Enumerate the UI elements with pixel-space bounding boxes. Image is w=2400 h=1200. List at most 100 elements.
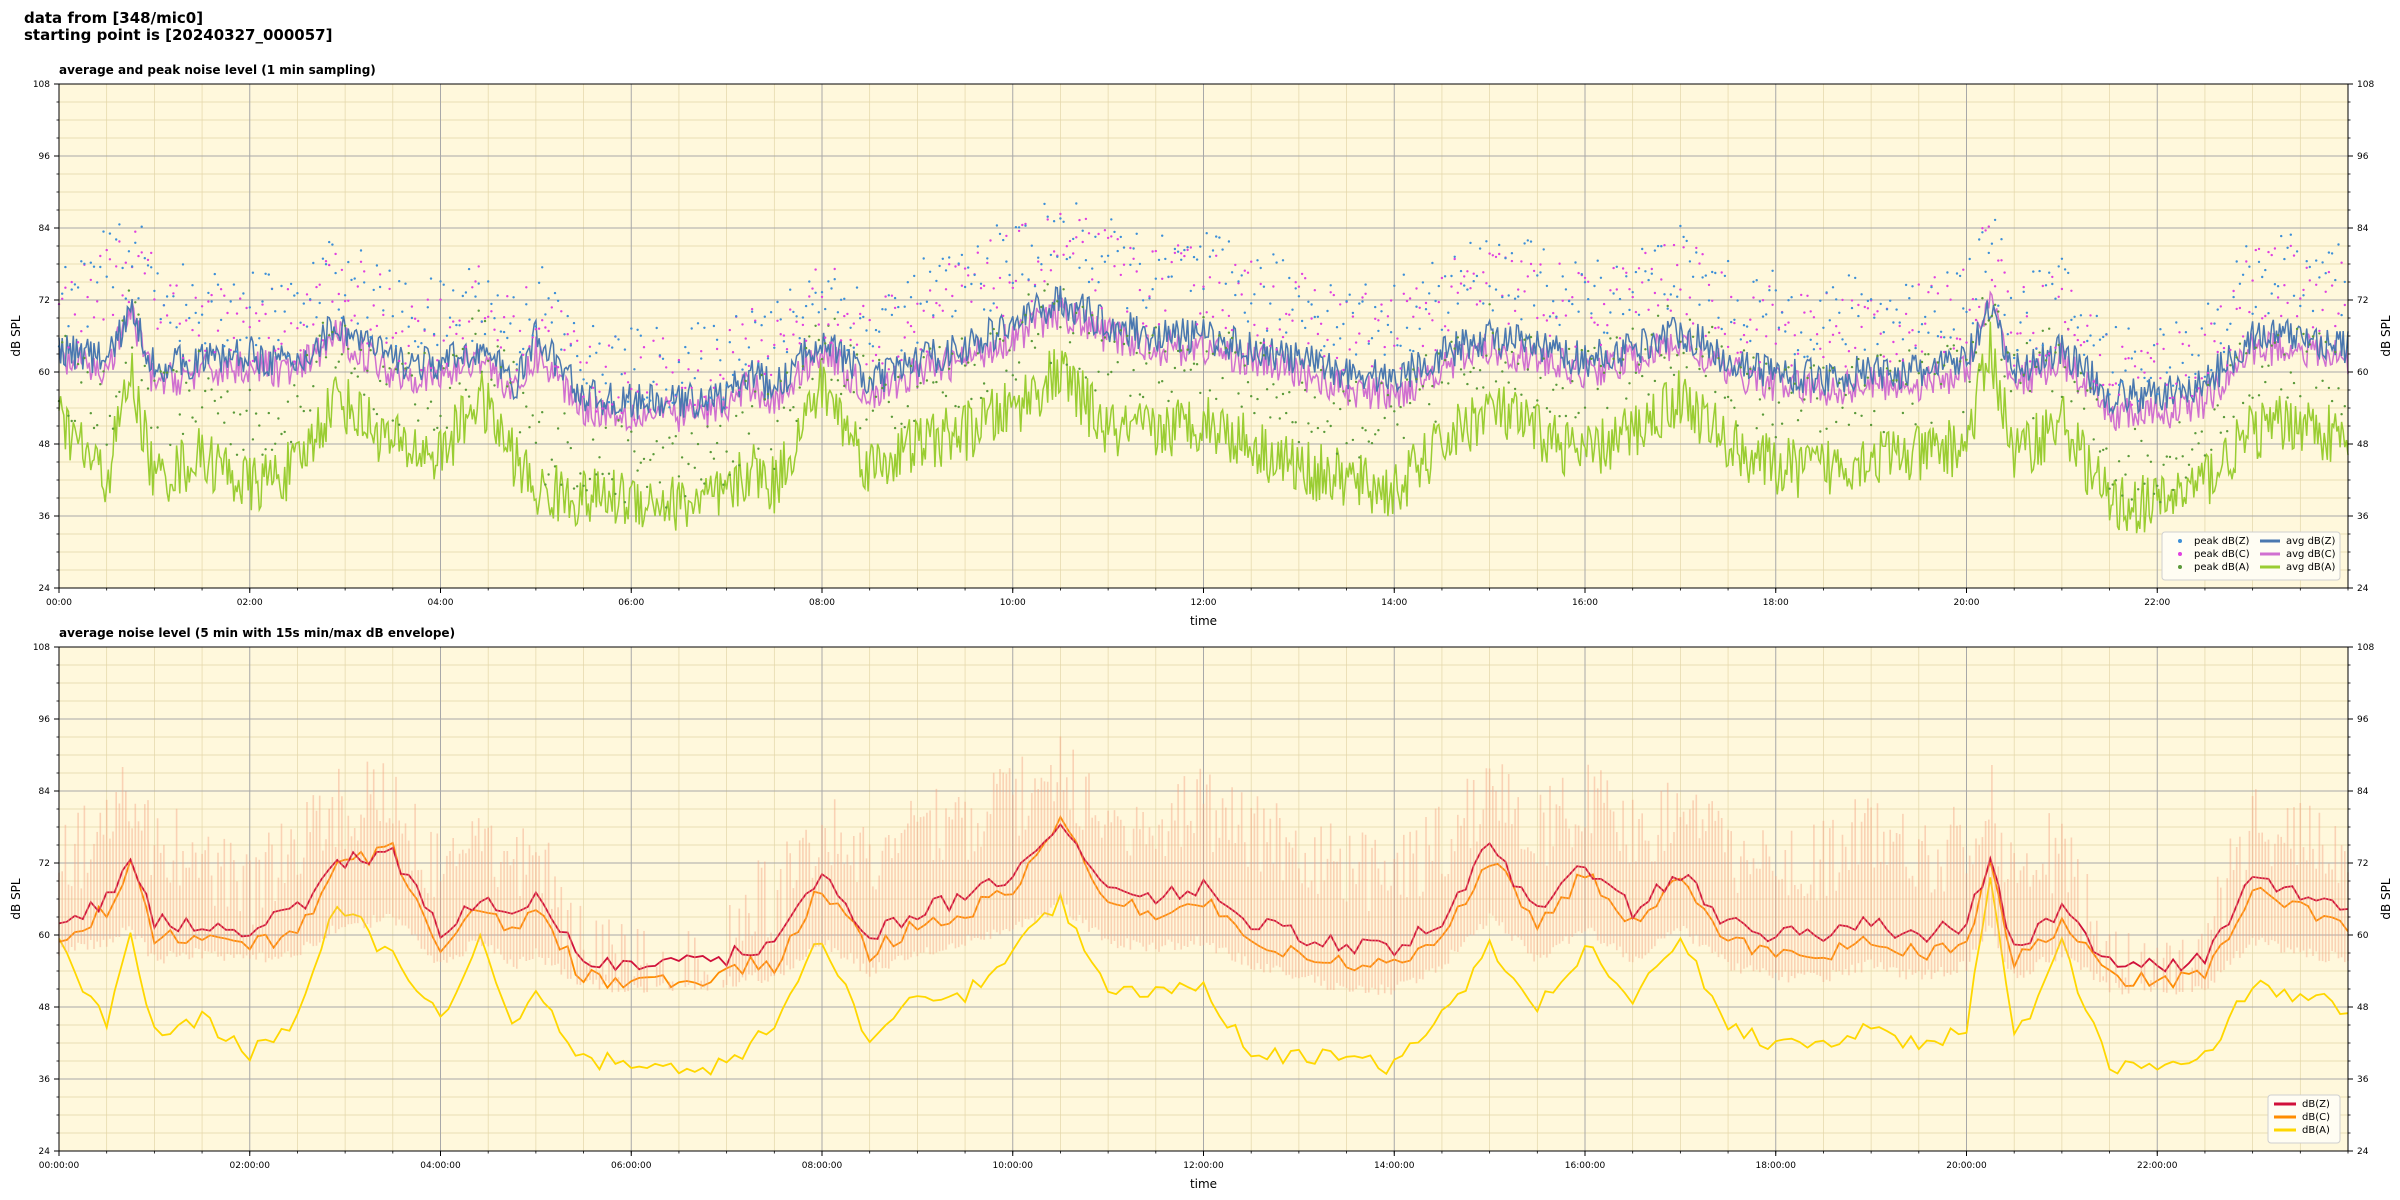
scatter-point (2171, 396, 2175, 399)
scatter-point (181, 356, 185, 360)
scatter-point (2000, 238, 2003, 241)
scatter-point (1914, 346, 1917, 350)
scatter-point (1857, 303, 1860, 307)
scatter-point (1548, 410, 1552, 413)
scatter-point (1876, 342, 1879, 346)
scatter-point (690, 432, 693, 435)
scatter-point (1380, 381, 1383, 385)
scatter-point (1574, 261, 1577, 264)
scatter-point (2143, 371, 2146, 374)
scatter-point (2206, 371, 2210, 375)
scatter-point (2130, 357, 2133, 360)
scatter-point (1901, 411, 1905, 415)
scatter-point (2006, 351, 2010, 354)
scatter-point (658, 481, 662, 484)
scatter-point (617, 338, 620, 341)
scatter-point (2241, 401, 2245, 405)
scatter-point (1316, 332, 1320, 336)
scatter-point (2264, 380, 2267, 384)
scatter-point (550, 306, 553, 309)
scatter-point (235, 312, 239, 315)
scatter-point (808, 295, 811, 298)
scatter-point (156, 327, 159, 330)
scatter-point (2108, 393, 2111, 396)
panel2-xtick-label: 20:00:00 (1946, 1161, 1987, 1171)
scatter-point (1676, 295, 1679, 298)
scatter-point (452, 353, 455, 357)
scatter-point (649, 399, 652, 402)
scatter-point (204, 389, 207, 393)
scatter-point (874, 328, 878, 332)
scatter-point (817, 323, 820, 326)
scatter-point (843, 297, 846, 300)
scatter-point (1475, 387, 1479, 390)
scatter-point (2280, 234, 2283, 238)
scatter-point (1459, 368, 1463, 371)
scatter-point (801, 316, 805, 319)
scatter-point (1730, 320, 1733, 324)
scatter-point (420, 368, 423, 372)
scatter-point (576, 354, 579, 358)
scatter-point (1997, 259, 2000, 262)
scatter-point (1990, 242, 1994, 245)
scatter-point (67, 325, 70, 328)
scatter-point (264, 272, 267, 275)
scatter-point (2140, 368, 2143, 371)
scatter-point (2019, 332, 2022, 335)
scatter-point (1161, 277, 1164, 280)
scatter-point (1545, 407, 1549, 410)
scatter-point (1278, 417, 1282, 420)
panel2-xtick-label: 02:00:00 (230, 1161, 271, 1171)
scatter-point (102, 318, 105, 321)
scatter-point (1517, 288, 1520, 291)
scatter-point (1250, 260, 1253, 263)
scatter-point (1784, 330, 1787, 333)
scatter-point (1930, 285, 1933, 289)
scatter-point (2102, 383, 2105, 387)
scatter-point (801, 323, 805, 327)
scatter-point (1262, 285, 1266, 288)
scatter-point (553, 365, 557, 368)
scatter-point (2152, 492, 2156, 495)
scatter-point (1002, 314, 1005, 318)
scatter-point (2261, 365, 2264, 368)
scatter-point (2175, 382, 2178, 385)
scatter-point (1803, 398, 1806, 401)
scatter-point (105, 275, 108, 278)
scatter-point (630, 430, 633, 433)
scatter-point (2140, 349, 2143, 353)
scatter-point (137, 254, 140, 258)
scatter-point (1189, 289, 1193, 293)
scatter-point (232, 283, 236, 286)
scatter-point (1911, 285, 1914, 288)
scatter-point (585, 489, 588, 492)
scatter-point (2108, 487, 2111, 490)
scatter-point (1717, 326, 1720, 329)
scatter-point (1917, 372, 1921, 375)
scatter-point (1059, 217, 1062, 220)
scatter-point (1358, 456, 1361, 459)
scatter-point (1383, 353, 1386, 356)
scatter-point (2117, 393, 2121, 396)
scatter-point (903, 305, 906, 308)
scatter-point (989, 239, 992, 242)
scatter-point (235, 350, 239, 353)
scatter-point (2273, 341, 2277, 344)
scatter-point (1749, 367, 1752, 371)
scatter-point (2283, 257, 2286, 261)
scatter-point (194, 420, 197, 423)
scatter-point (572, 487, 576, 490)
scatter-point (1952, 347, 1956, 350)
scatter-point (1704, 334, 1708, 338)
scatter-point (2013, 364, 2016, 367)
scatter-point (1733, 321, 1736, 325)
scatter-point (795, 419, 798, 423)
scatter-point (2289, 244, 2292, 248)
scatter-point (1072, 237, 1075, 241)
scatter-point (321, 257, 325, 260)
scatter-point (1707, 331, 1711, 334)
scatter-point (1831, 366, 1835, 370)
scatter-point (1924, 353, 1927, 356)
scatter-point (639, 461, 642, 464)
scatter-point (1164, 350, 1167, 353)
